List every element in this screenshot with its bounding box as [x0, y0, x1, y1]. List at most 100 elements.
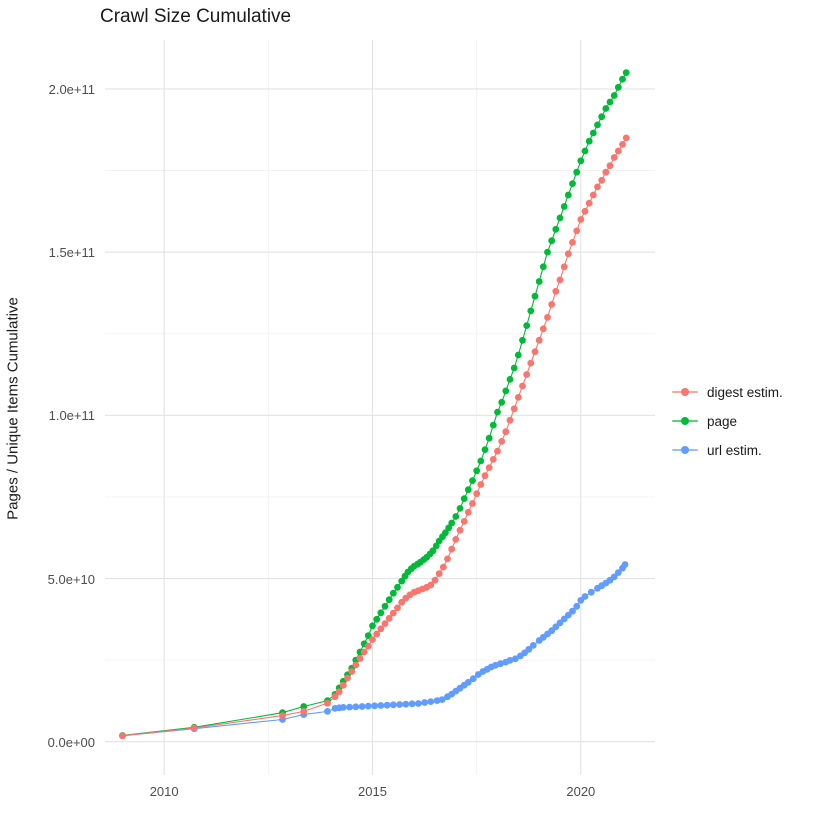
data-point-page: [619, 75, 626, 83]
legend-item-digest-estim: digest estim.: [672, 382, 783, 402]
data-point-digest-estim-: [394, 604, 401, 612]
data-point-digest-estim-: [352, 661, 360, 669]
data-point-digest-estim-: [435, 570, 443, 577]
legend-label: page: [707, 413, 738, 429]
y-tick-label: 0.0e+00: [47, 734, 95, 750]
data-point-digest-estim-: [339, 681, 347, 689]
data-point-page: [448, 519, 456, 527]
data-point-digest-estim-: [356, 655, 364, 662]
data-point-page: [394, 583, 401, 591]
data-point-page: [381, 602, 389, 610]
data-point-url-estim-: [402, 700, 410, 708]
data-point-digest-estim-: [431, 576, 439, 584]
data-point-digest-estim-: [385, 614, 393, 622]
data-point-page: [369, 622, 376, 630]
data-point-url-estim-: [421, 699, 428, 706]
data-point-digest-estim-: [190, 724, 198, 732]
data-point-digest-estim-: [473, 490, 481, 498]
data-point-page: [539, 263, 547, 271]
data-point-page: [494, 408, 501, 416]
data-point-page: [556, 214, 564, 222]
data-point-digest-estim-: [369, 636, 376, 643]
data-point-page: [535, 278, 543, 285]
data-point-digest-estim-: [539, 325, 547, 333]
data-point-url-estim-: [506, 657, 514, 664]
y-tick-label: 2.0e+11: [48, 81, 95, 97]
data-point-url-estim-: [438, 696, 446, 703]
data-point-page: [464, 486, 472, 494]
data-point-url-estim-: [414, 700, 422, 707]
data-point-url-estim-: [339, 704, 347, 711]
data-point-digest-estim-: [573, 227, 581, 235]
data-point-url-estim-: [569, 607, 576, 615]
data-point-url-estim-: [427, 698, 435, 705]
data-point-digest-estim-: [469, 500, 476, 507]
series-line-digest-estim-: [122, 137, 627, 737]
data-point-page: [581, 147, 589, 155]
y-tick-label: 5.0e+10: [47, 571, 95, 587]
data-point-digest-estim-: [439, 563, 447, 571]
data-point-digest-estim-: [485, 464, 493, 471]
data-point-url-estim-: [587, 588, 595, 596]
data-point-digest-estim-: [452, 536, 460, 543]
data-point-page: [527, 307, 535, 315]
data-point-digest-estim-: [531, 348, 539, 356]
data-point-page: [385, 596, 393, 604]
data-point-digest-estim-: [544, 314, 551, 321]
data-point-page: [598, 113, 606, 121]
x-tick-label: 2015: [358, 784, 387, 799]
data-point-url-estim-: [497, 660, 504, 668]
data-point-digest-estim-: [614, 147, 622, 155]
data-point-page: [610, 92, 618, 99]
data-point-page: [469, 477, 476, 484]
data-point-page: [577, 157, 585, 165]
data-point-url-estim-: [621, 561, 629, 568]
data-point-digest-estim-: [119, 732, 126, 740]
data-point-digest-estim-: [373, 630, 381, 638]
data-point-page: [564, 191, 572, 199]
data-point-digest-estim-: [360, 648, 368, 656]
data-point-page: [373, 615, 381, 623]
data-point-url-estim-: [512, 655, 519, 663]
data-point-digest-estim-: [489, 456, 497, 463]
data-point-digest-estim-: [377, 625, 385, 633]
data-point-page: [442, 529, 449, 537]
data-point-page: [585, 137, 593, 145]
data-point-digest-estim-: [564, 250, 572, 258]
data-point-digest-estim-: [552, 287, 560, 295]
data-point-page: [489, 421, 497, 429]
data-point-url-estim-: [581, 593, 589, 600]
data-point-digest-estim-: [506, 416, 514, 424]
data-point-page: [514, 351, 522, 359]
data-point-digest-estim-: [598, 176, 606, 184]
data-point-page: [573, 168, 581, 176]
data-point-digest-estim-: [498, 438, 506, 445]
legend-key-point-icon: [672, 382, 698, 402]
data-point-digest-estim-: [606, 162, 614, 170]
data-point-digest-estim-: [622, 134, 630, 142]
data-point-digest-estim-: [535, 336, 543, 344]
data-point-page: [544, 248, 551, 256]
data-point-url-estim-: [529, 642, 537, 649]
data-point-url-estim-: [614, 569, 622, 576]
data-point-digest-estim-: [502, 428, 510, 436]
data-point-page: [510, 364, 518, 372]
data-point-url-estim-: [469, 675, 477, 683]
data-point-digest-estim-: [448, 545, 456, 553]
data-point-url-estim-: [358, 703, 366, 710]
data-point-digest-estim-: [444, 555, 451, 563]
legend-item-url-estim: url estim.: [672, 440, 783, 460]
data-point-page: [506, 376, 514, 383]
legend-key-point-icon: [672, 440, 698, 460]
data-point-page: [456, 505, 464, 512]
data-point-digest-estim-: [594, 183, 601, 191]
data-point-digest-estim-: [348, 668, 356, 675]
data-point-digest-estim-: [523, 371, 531, 378]
data-point-page: [606, 98, 614, 106]
data-point-page: [531, 292, 539, 300]
legend-label: digest estim.: [707, 384, 783, 400]
data-point-digest-estim-: [589, 191, 597, 199]
data-point-page: [452, 513, 460, 520]
data-point-page: [614, 83, 622, 91]
